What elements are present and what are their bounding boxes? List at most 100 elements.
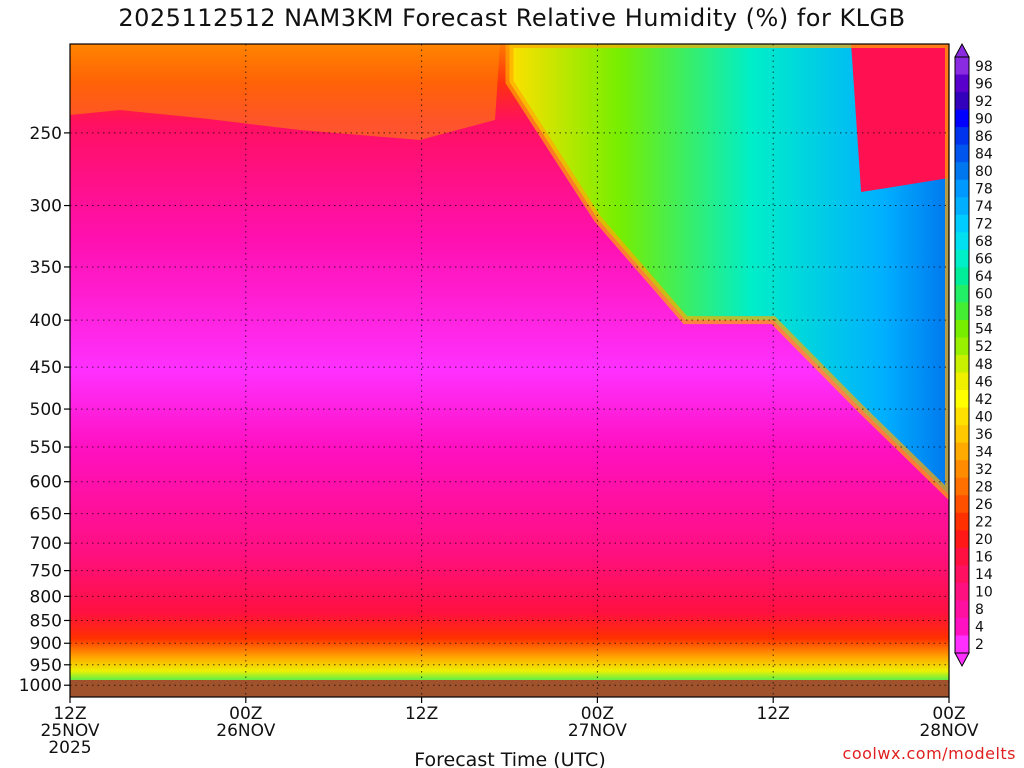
y-tick-label: 750 xyxy=(30,562,62,582)
colorbar-segment xyxy=(955,372,969,391)
y-tick-label: 500 xyxy=(30,400,62,420)
x-tick-label: 27NOV xyxy=(568,721,627,741)
chart-title: 2025112512 NAM3KM Forecast Relative Humi… xyxy=(118,4,906,32)
colorbar-label: 42 xyxy=(975,392,993,408)
x-tick-label: 25NOV xyxy=(40,721,99,741)
colorbar-segment xyxy=(955,179,969,198)
colorbar-segment xyxy=(955,302,969,321)
colorbar-label: 90 xyxy=(975,111,993,127)
colorbar-segment xyxy=(955,547,969,566)
colorbar-segment xyxy=(955,617,969,636)
colorbar-segment xyxy=(955,232,969,251)
y-tick-label: 600 xyxy=(30,473,62,493)
y-tick-label: 650 xyxy=(30,505,62,525)
colorbar-segment xyxy=(955,425,969,444)
colorbar-label: 54 xyxy=(975,322,993,338)
x-tick-label: 2025 xyxy=(48,738,91,758)
colorbar-label: 16 xyxy=(975,550,993,566)
colorbar-label: 2 xyxy=(975,637,984,653)
colorbar-segment xyxy=(955,57,969,76)
colorbar-segment xyxy=(955,249,969,268)
y-tick-label: 700 xyxy=(30,534,62,554)
colorbar-label: 86 xyxy=(975,129,993,145)
colorbar-segment xyxy=(955,127,969,146)
colorbar-segment xyxy=(955,407,969,426)
x-tick-label: 28NOV xyxy=(919,721,978,741)
y-tick-label: 450 xyxy=(30,358,62,378)
y-tick-label: 400 xyxy=(30,311,62,331)
colorbar-segment xyxy=(955,74,969,93)
colorbar-label: 84 xyxy=(975,146,993,162)
colorbar-label: 8 xyxy=(975,602,984,618)
x-tick-label: 00Z xyxy=(581,704,614,724)
colorbar-label: 64 xyxy=(975,269,993,285)
y-tick-label: 300 xyxy=(30,197,62,217)
y-tick-label: 350 xyxy=(30,258,62,278)
colorbar-segment xyxy=(955,355,969,374)
x-axis-label: Forecast Time (UTC) xyxy=(414,749,605,768)
x-tick-label: 12Z xyxy=(405,704,438,724)
x-tick-label: 00Z xyxy=(229,704,262,724)
colorbar-segment xyxy=(955,144,969,163)
x-tick-label: 12Z xyxy=(53,704,86,724)
colorbar-segment xyxy=(955,162,969,181)
colorbar-label: 36 xyxy=(975,427,993,443)
colorbar-segment xyxy=(955,600,969,619)
colorbar-label: 32 xyxy=(975,462,993,478)
colorbar-segment xyxy=(955,337,969,356)
colorbar-top-arrow xyxy=(954,42,970,58)
colorbar-label: 66 xyxy=(975,252,993,268)
colorbar-segment xyxy=(955,460,969,479)
gridlines xyxy=(69,44,950,697)
colorbar-segment xyxy=(955,197,969,216)
y-axis: 250 300 350 400 450 500 550 600 650 700 750 800 850 9… xyxy=(19,124,70,696)
colorbar-label: 98 xyxy=(975,59,993,75)
colorbar-segment xyxy=(955,214,969,233)
colorbar-segment xyxy=(955,635,969,654)
x-tick-label: 12Z xyxy=(757,704,790,724)
colorbar-segment xyxy=(955,267,969,286)
colorbar-label: 28 xyxy=(975,479,993,495)
upper-dry-dome xyxy=(851,44,949,193)
colorbar-label: 74 xyxy=(975,199,993,215)
colorbar-label: 10 xyxy=(975,585,993,601)
colorbar-label: 22 xyxy=(975,515,993,531)
colorbar-label: 80 xyxy=(975,164,993,180)
y-tick-label: 800 xyxy=(30,587,62,607)
colorbar-label: 60 xyxy=(975,287,993,303)
y-tick-label: 1000 xyxy=(19,676,62,696)
colorbar-label: 40 xyxy=(975,409,993,425)
colorbar-label: 20 xyxy=(975,532,993,548)
colorbar-label: 46 xyxy=(975,374,993,390)
colorbar-label: 14 xyxy=(975,567,993,583)
colorbar-segment xyxy=(955,582,969,601)
colorbar-segment xyxy=(955,390,969,409)
colorbar: 9896929086848078747268666460585452484642… xyxy=(954,42,993,668)
colorbar-label: 4 xyxy=(975,620,984,636)
colorbar-label: 52 xyxy=(975,339,993,355)
colorbar-segment xyxy=(955,565,969,584)
colorbar-label: 96 xyxy=(975,76,993,92)
y-tick-label: 550 xyxy=(30,438,62,458)
colorbar-label: 68 xyxy=(975,234,993,250)
credit-text: coolwx.com/modelts xyxy=(842,744,1016,763)
colorbar-label: 26 xyxy=(975,497,993,513)
colorbar-label: 78 xyxy=(975,181,993,197)
colorbar-label: 34 xyxy=(975,444,993,460)
x-tick-label: 26NOV xyxy=(216,721,275,741)
x-tick-label: 00Z xyxy=(932,704,965,724)
ground-surface xyxy=(70,680,949,697)
colorbar-bottom-arrow xyxy=(954,652,970,668)
colorbar-segment xyxy=(955,495,969,514)
colorbar-label: 58 xyxy=(975,304,993,320)
y-tick-label: 250 xyxy=(30,124,62,144)
colorbar-label: 48 xyxy=(975,357,993,373)
y-tick-label: 950 xyxy=(30,656,62,676)
colorbar-label: 72 xyxy=(975,217,993,233)
colorbar-segment xyxy=(955,442,969,461)
y-tick-label: 900 xyxy=(30,634,62,654)
plot-frame xyxy=(69,43,950,698)
colorbar-frame xyxy=(954,56,970,654)
